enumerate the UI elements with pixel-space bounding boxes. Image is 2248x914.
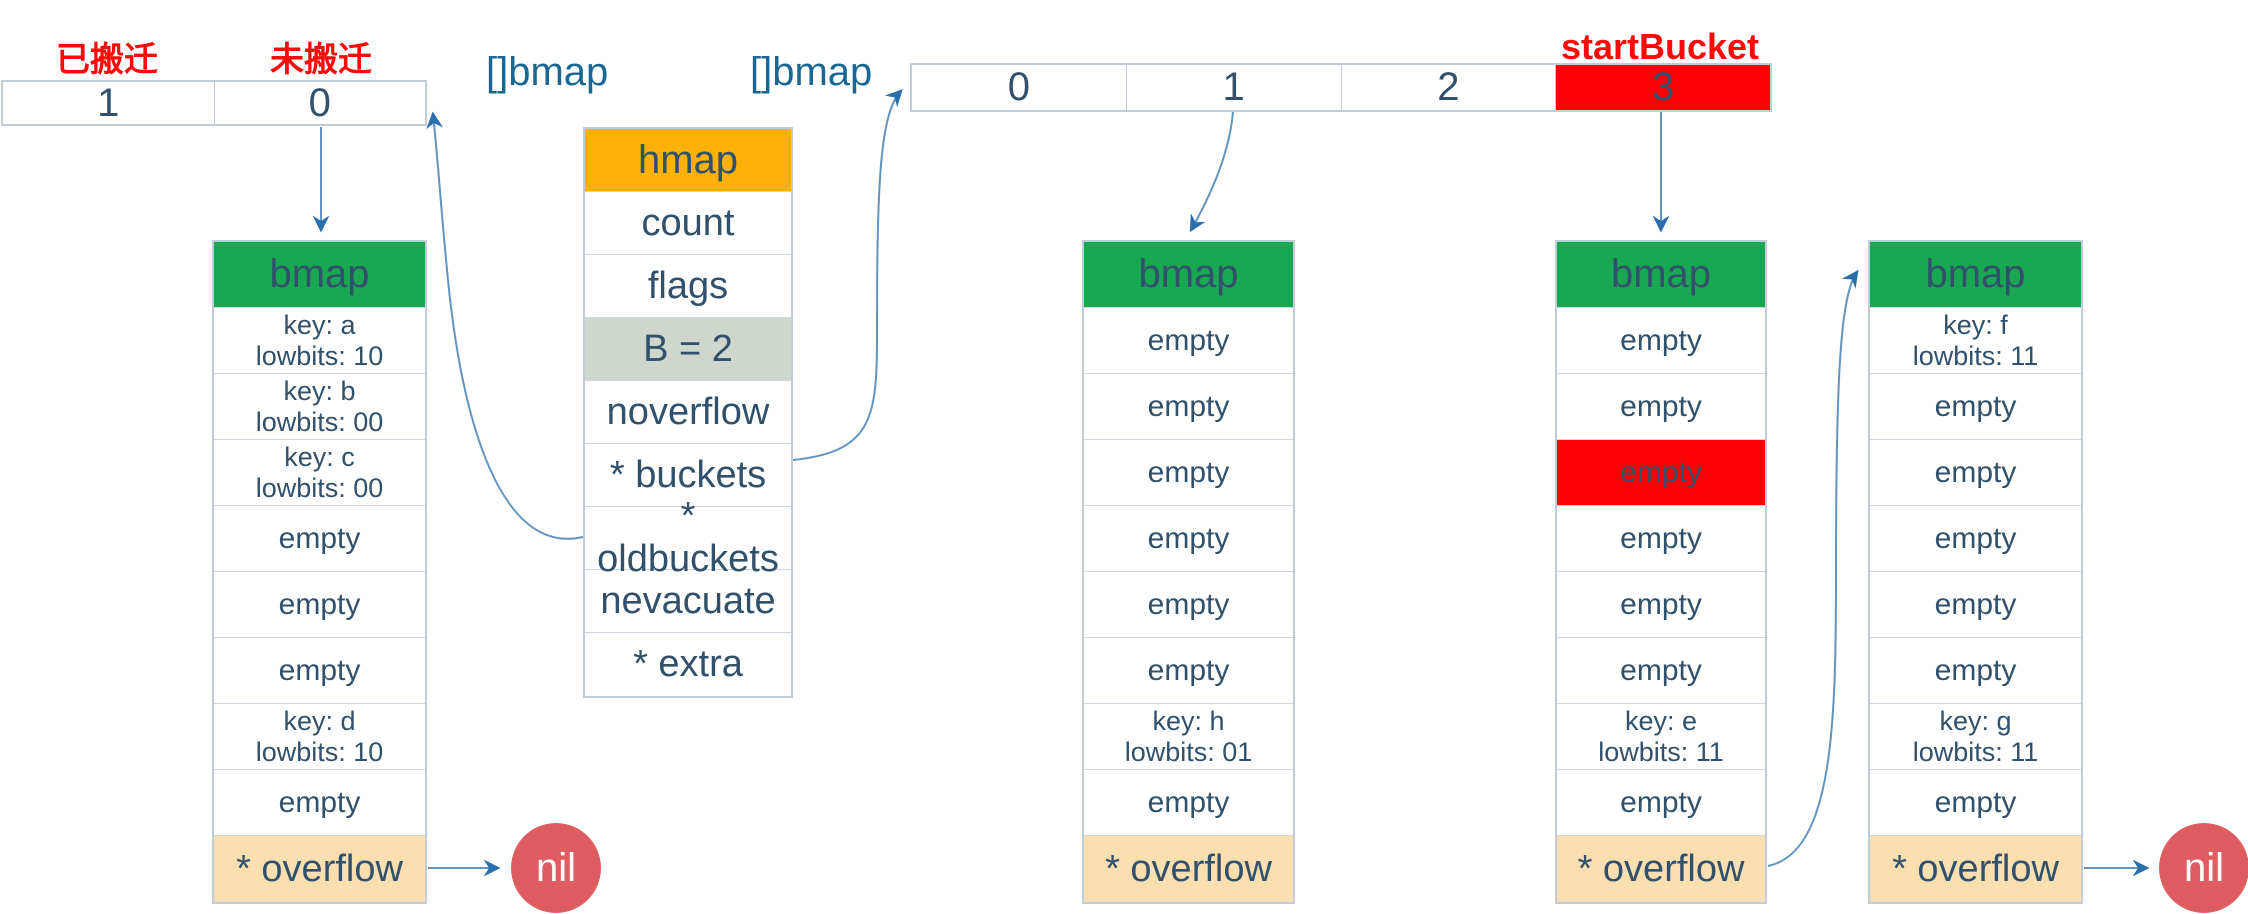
bmap1-slot-1: key: b lowbits: 00 [214, 374, 425, 440]
arrow-bmap3-overflow-to-bmap4 [1767, 269, 1859, 867]
bmap3-slot-1: empty [1557, 374, 1765, 440]
bmap3-header: bmap [1557, 242, 1765, 308]
bmap1-header: bmap [214, 242, 425, 308]
bmap4-slot-4: empty [1870, 572, 2081, 638]
arrow-cell1-to-bmap2 [1189, 111, 1234, 233]
bmap2-slot-7: empty [1084, 770, 1293, 836]
bmap4-slot-2: empty [1870, 440, 2081, 506]
migrated-label: 已搬迁 [56, 41, 158, 79]
bmap-struct-old: bmap key: a lowbits: 10 key: b lowbits: 00… [212, 240, 427, 904]
bmap1-slot-5: empty [214, 638, 425, 704]
nil-node-left: nil [511, 823, 601, 913]
arrow-oldbuckets-to-old-array [426, 111, 584, 540]
bmap4-slot-3: empty [1870, 506, 2081, 572]
bmap2-slot-3: empty [1084, 506, 1293, 572]
bmap-struct-1: bmap empty empty empty empty empty empty… [1082, 240, 1295, 904]
new-bmap-slice-label: []bmap [750, 50, 873, 94]
bmap1-slot-6: key: d lowbits: 10 [214, 704, 425, 770]
bucket-index-2: 2 [1342, 65, 1557, 110]
bmap4-slot-5: empty [1870, 638, 2081, 704]
hmap-field-b: B = 2 [585, 318, 791, 381]
hmap-field-count: count [585, 192, 791, 255]
not-migrated-label: 未搬迁 [270, 41, 372, 79]
migrated-count-cell: 1 [3, 81, 215, 125]
bucket-index-array: 0 1 2 3 [910, 63, 1772, 112]
hmap-field-flags: flags [585, 255, 791, 318]
bmap3-slot-3: empty [1557, 506, 1765, 572]
bmap-struct-overflow: bmap key: f lowbits: 11 empty empty empty… [1868, 240, 2083, 904]
bmap1-slot-7: empty [214, 770, 425, 836]
bmap3-slot-6: key: e lowbits: 11 [1557, 704, 1765, 770]
bmap2-slot-5: empty [1084, 638, 1293, 704]
bmap4-slot-6: key: g lowbits: 11 [1870, 704, 2081, 770]
bmap3-slot-0: empty [1557, 308, 1765, 374]
bmap4-slot-0: key: f lowbits: 11 [1870, 308, 2081, 374]
bmap1-overflow: * overflow [214, 836, 425, 902]
bmap3-overflow: * overflow [1557, 836, 1765, 902]
bmap4-slot-1: empty [1870, 374, 2081, 440]
hmap-struct: hmap count flags B = 2 noverflow * bucke… [583, 127, 793, 698]
not-migrated-count-cell: 0 [308, 80, 331, 125]
bmap3-slot-2-highlighted: empty [1557, 440, 1765, 506]
bmap2-header: bmap [1084, 242, 1293, 308]
bucket-index-3-start: 3 [1556, 65, 1770, 110]
hmap-field-extra: * extra [585, 633, 791, 696]
arrow-buckets-to-bucket-array [792, 89, 903, 461]
bmap-struct-start: bmap empty empty empty empty empty empty… [1555, 240, 1767, 904]
hmap-field-oldbuckets: * oldbuckets [585, 495, 791, 580]
bmap2-slot-6: key: h lowbits: 01 [1084, 704, 1293, 770]
bmap2-slot-1: empty [1084, 374, 1293, 440]
bmap2-overflow: * overflow [1084, 836, 1293, 902]
start-bucket-label: startBucket [1560, 26, 1760, 67]
hmap-field-noverflow: noverflow [585, 381, 791, 444]
hmap-field-buckets: * buckets [585, 444, 791, 507]
hmap-field-nevacuate: nevacuate [585, 570, 791, 633]
bmap2-slot-4: empty [1084, 572, 1293, 638]
old-bmap-slice-label: []bmap [486, 50, 609, 94]
bmap4-overflow: * overflow [1870, 836, 2081, 902]
bucket-index-1: 1 [1127, 65, 1342, 110]
bmap3-slot-5: empty [1557, 638, 1765, 704]
bmap1-slot-4: empty [214, 572, 425, 638]
old-state-table: 1 0 [1, 80, 427, 126]
bmap1-slot-0: key: a lowbits: 10 [214, 308, 425, 374]
bmap1-slot-3: empty [214, 506, 425, 572]
bmap2-slot-0: empty [1084, 308, 1293, 374]
bmap3-slot-7: empty [1557, 770, 1765, 836]
bmap3-slot-4: empty [1557, 572, 1765, 638]
nil-node-right: nil [2159, 823, 2248, 913]
bmap1-slot-2: key: c lowbits: 00 [214, 440, 425, 506]
hmap-header: hmap [585, 129, 791, 192]
bmap2-slot-2: empty [1084, 440, 1293, 506]
bmap4-header: bmap [1870, 242, 2081, 308]
bucket-index-0: 0 [912, 65, 1127, 110]
bmap4-slot-7: empty [1870, 770, 2081, 836]
